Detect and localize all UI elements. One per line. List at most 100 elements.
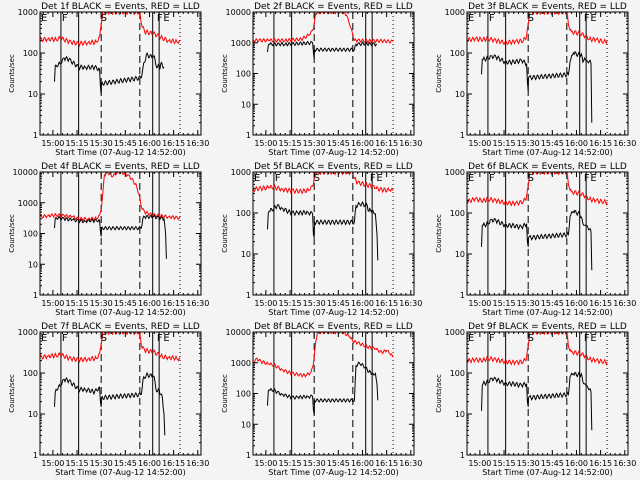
plot-frame bbox=[252, 331, 415, 456]
y-tick-label: 1 bbox=[33, 451, 38, 460]
chart-title: Det 2f BLACK = Events, RED = LLD bbox=[254, 2, 413, 12]
y-tick-label: 1 bbox=[33, 131, 38, 140]
x-tick-label: 15:45 bbox=[541, 139, 564, 148]
y-tick-label: 100 bbox=[236, 70, 251, 79]
x-axis-label: Start Time (07-Aug-12 14:52:00) bbox=[268, 148, 399, 157]
phase-marker-label: E bbox=[376, 173, 382, 184]
x-tick-label: 15:30 bbox=[517, 139, 540, 148]
x-axis-label: Start Time (07-Aug-12 14:52:00) bbox=[55, 148, 186, 157]
y-tick-label: 1000 bbox=[445, 168, 465, 177]
x-tick-label: 16:15 bbox=[589, 299, 612, 308]
x-axis-label: Start Time (07-Aug-12 14:52:00) bbox=[55, 468, 186, 477]
plot-frame bbox=[39, 171, 202, 296]
x-tick-label: 16:00 bbox=[138, 459, 161, 468]
x-tick-label: 15:30 bbox=[303, 299, 326, 308]
lld-series-line bbox=[467, 332, 608, 366]
phase-marker-label: F bbox=[489, 333, 495, 344]
x-tick-label: 16:30 bbox=[399, 299, 422, 308]
phase-marker-label: E bbox=[163, 333, 169, 344]
x-tick-label: 16:15 bbox=[375, 299, 398, 308]
phase-marker-label: F bbox=[584, 333, 590, 344]
y-tick-label: 1000 bbox=[18, 328, 38, 337]
x-tick-label: 16:15 bbox=[162, 139, 185, 148]
plot-frame bbox=[466, 331, 629, 456]
phase-marker-label: E bbox=[163, 13, 169, 24]
y-tick-label: 100 bbox=[23, 49, 38, 58]
lld-series-line bbox=[40, 172, 181, 222]
plot-area bbox=[40, 332, 181, 455]
x-tick-label: 15:45 bbox=[114, 139, 137, 148]
y-axis-label: Counts/sec bbox=[435, 54, 443, 93]
y-tick-label: 10 bbox=[455, 250, 465, 259]
phase-marker-label: F bbox=[584, 173, 590, 184]
x-tick-label: 15:45 bbox=[327, 299, 350, 308]
events-series-line bbox=[54, 371, 166, 436]
plot-frame bbox=[466, 171, 629, 296]
y-tick-label: 1 bbox=[246, 131, 251, 140]
chart-title: Det 1f BLACK = Events, RED = LLD bbox=[41, 2, 200, 12]
x-tick-label: 15:00 bbox=[41, 139, 64, 148]
y-tick-label: 1000 bbox=[18, 199, 38, 208]
plot-frame bbox=[252, 11, 415, 136]
y-tick-label: 10000 bbox=[13, 168, 38, 177]
x-tick-label: 16:15 bbox=[589, 139, 612, 148]
x-tick-label: 16:00 bbox=[351, 459, 374, 468]
chart-title: Det 7f BLACK = Events, RED = LLD bbox=[41, 322, 200, 332]
y-tick-label: 10 bbox=[455, 90, 465, 99]
x-tick-label: 15:30 bbox=[517, 299, 540, 308]
x-tick-label: 15:00 bbox=[41, 459, 64, 468]
phase-marker-label: E bbox=[468, 333, 474, 344]
x-tick-label: 15:15 bbox=[492, 299, 515, 308]
y-tick-label: 100 bbox=[236, 390, 251, 399]
phase-marker-label: S bbox=[101, 13, 107, 24]
lld-series-line bbox=[253, 332, 394, 378]
x-tick-label: 16:15 bbox=[162, 459, 185, 468]
y-tick-label: 100 bbox=[23, 369, 38, 378]
x-tick-label: 16:30 bbox=[399, 139, 422, 148]
x-tick-label: 15:30 bbox=[90, 459, 113, 468]
y-tick-label: 100 bbox=[23, 230, 38, 239]
phase-marker-label: F bbox=[275, 173, 281, 184]
x-tick-label: 16:15 bbox=[375, 139, 398, 148]
chart-panel-4: Det 4f BLACK = Events, RED = LLD Start Ti… bbox=[8, 162, 209, 317]
x-tick-label: 15:45 bbox=[114, 459, 137, 468]
chart-panel-6: Det 6f BLACK = Events, RED = LLD Start Ti… bbox=[435, 162, 636, 317]
y-tick-label: 10 bbox=[28, 410, 38, 419]
chart-panel-8: Det 8f BLACK = Events, RED = LLD Start Ti… bbox=[221, 322, 422, 477]
y-axis-label: Counts/sec bbox=[435, 374, 443, 413]
chart-panel-7: Det 7f BLACK = Events, RED = LLD Start Ti… bbox=[8, 322, 209, 477]
x-tick-label: 16:00 bbox=[565, 299, 588, 308]
x-tick-label: 16:30 bbox=[186, 139, 209, 148]
plot-area bbox=[253, 332, 394, 455]
x-tick-label: 16:15 bbox=[375, 459, 398, 468]
phase-marker-label: F bbox=[157, 13, 163, 24]
x-tick-label: 15:15 bbox=[492, 139, 515, 148]
events-series-line bbox=[481, 371, 593, 431]
chart-title: Det 3f BLACK = Events, RED = LLD bbox=[468, 2, 627, 12]
x-tick-label: 15:00 bbox=[468, 459, 491, 468]
chart-panel-2: Det 2f BLACK = Events, RED = LLD Start Ti… bbox=[221, 2, 422, 157]
y-tick-label: 1 bbox=[460, 131, 465, 140]
y-tick-label: 10000 bbox=[226, 328, 251, 337]
plot-area bbox=[253, 12, 394, 135]
chart-title: Det 5f BLACK = Events, RED = LLD bbox=[254, 162, 413, 172]
x-tick-label: 16:00 bbox=[351, 139, 374, 148]
chart-title: Det 8f BLACK = Events, RED = LLD bbox=[254, 322, 413, 332]
events-series-line bbox=[267, 40, 378, 59]
y-tick-label: 10 bbox=[28, 260, 38, 269]
plot-frame bbox=[39, 11, 202, 136]
phase-marker-label: F bbox=[62, 333, 68, 344]
plot-frame bbox=[466, 11, 629, 136]
phase-marker-label: F bbox=[489, 13, 495, 24]
y-axis-label: Counts/sec bbox=[221, 214, 229, 253]
y-tick-label: 1 bbox=[246, 291, 251, 300]
x-tick-label: 16:30 bbox=[613, 459, 636, 468]
x-tick-label: 15:15 bbox=[65, 139, 88, 148]
y-tick-label: 1000 bbox=[445, 8, 465, 17]
y-tick-label: 100 bbox=[236, 209, 251, 218]
x-tick-label: 15:00 bbox=[468, 299, 491, 308]
lld-series-line bbox=[253, 172, 394, 195]
events-series-line bbox=[481, 51, 593, 123]
x-tick-label: 16:00 bbox=[565, 459, 588, 468]
